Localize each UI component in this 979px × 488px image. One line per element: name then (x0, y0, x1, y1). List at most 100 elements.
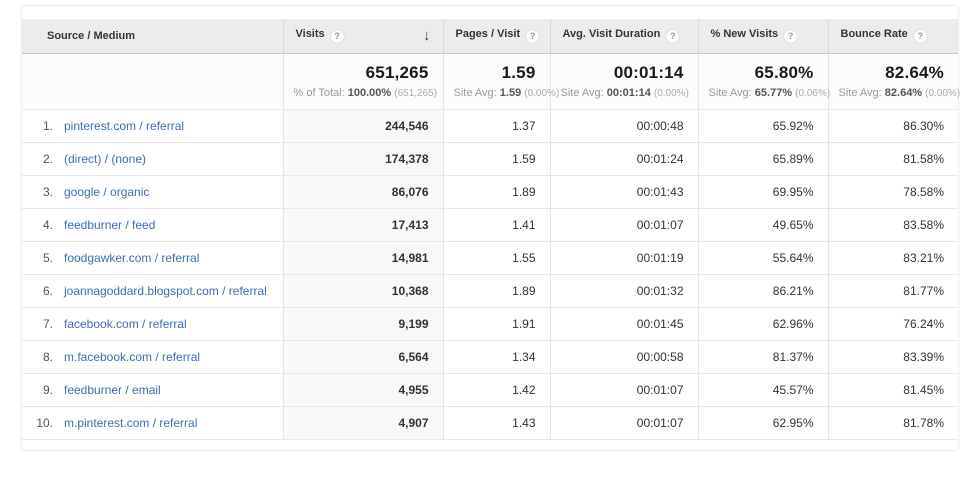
column-header-bounce-rate[interactable]: Bounce Rate? (827, 19, 958, 54)
column-label: Bounce Rate (840, 28, 908, 41)
summary-pages-cell: 1.59 Site Avg: 1.59 (0.00%) (442, 53, 560, 110)
table-header-row: Source / Medium Visits? ↓ Pages / Visit?… (22, 19, 958, 54)
source-link[interactable]: m.facebook.com / referral (64, 349, 201, 364)
pages-per-visit-cell: 1.89 (442, 273, 550, 307)
source-cell: 3. google / organic (22, 174, 283, 208)
source-cell: 10. m.pinterest.com / referral (22, 405, 283, 440)
bounce-rate-cell: 76.24% (827, 306, 958, 340)
source-link[interactable]: foodgawker.com / referral (64, 250, 200, 265)
visits-cell: 17,413 (282, 207, 443, 241)
source-link[interactable]: facebook.com / referral (64, 316, 187, 331)
pages-per-visit-cell: 1.59 (442, 141, 550, 175)
source-cell: 5. foodgawker.com / referral (22, 240, 283, 274)
percent-new-visits-cell: 62.95% (697, 405, 828, 440)
source-medium-table: Source / Medium Visits? ↓ Pages / Visit?… (22, 19, 960, 440)
summary-visits-cell: 651,265 % of Total: 100.00% (651,265) (282, 53, 443, 110)
percent-new-visits-cell: 62.96% (697, 306, 828, 340)
row-rank: 6. (42, 283, 53, 298)
column-header-avg-visit-duration[interactable]: Avg. Visit Duration? (549, 19, 698, 54)
source-link[interactable]: feedburner / email (64, 382, 161, 397)
avg-visit-duration-cell: 00:00:48 (549, 108, 698, 142)
bounce-rate-cell: 78.58% (827, 174, 958, 208)
column-label: % New Visits (710, 28, 779, 41)
bounce-rate-cell: 83.58% (827, 207, 958, 241)
table-row: 4. feedburner / feed 17,413 1.41 00:01:07… (22, 207, 958, 241)
bounce-rate-cell: 83.21% (827, 240, 958, 274)
visits-cell: 6,564 (282, 339, 443, 373)
row-rank: 4. (42, 217, 53, 232)
help-icon[interactable]: ? (330, 30, 344, 44)
source-link[interactable]: m.pinterest.com / referral (64, 415, 198, 430)
source-cell: 6. joannagoddard.blogspot.com / referral (22, 273, 283, 307)
column-label: Visits (295, 28, 325, 41)
column-label: Source / Medium (47, 29, 136, 42)
summary-pages-value: 1.59 (501, 62, 536, 82)
bounce-rate-cell: 83.39% (827, 339, 958, 373)
summary-visits-value: 651,265 (365, 62, 429, 82)
avg-visit-duration-cell: 00:01:24 (549, 141, 698, 175)
help-icon[interactable]: ? (666, 30, 680, 44)
source-cell: 7. facebook.com / referral (22, 306, 283, 340)
percent-new-visits-cell: 45.57% (697, 372, 828, 406)
source-link[interactable]: pinterest.com / referral (64, 118, 185, 133)
table-row: 2. (direct) / (none) 174,378 1.59 00:01:2… (22, 141, 958, 175)
column-header-percent-new-visits[interactable]: % New Visits? (697, 19, 828, 54)
percent-new-visits-cell: 65.92% (697, 108, 828, 142)
source-link[interactable]: (direct) / (none) (64, 151, 147, 166)
column-header-pages-per-visit[interactable]: Pages / Visit? (442, 19, 550, 54)
avg-visit-duration-cell: 00:00:58 (549, 339, 698, 373)
percent-new-visits-cell: 81.37% (697, 339, 828, 373)
column-label: Avg. Visit Duration (562, 28, 661, 41)
pages-per-visit-cell: 1.42 (442, 372, 550, 406)
bounce-rate-cell: 81.58% (827, 141, 958, 175)
column-header-source-medium: Source / Medium (22, 19, 283, 54)
summary-empty-cell (22, 53, 283, 110)
summary-duration-cell: 00:01:14 Site Avg: 00:01:14 (0.00%) (549, 53, 698, 110)
avg-visit-duration-cell: 00:01:45 (549, 306, 698, 340)
table-row: 10. m.pinterest.com / referral 4,907 1.43… (22, 405, 958, 440)
row-rank: 9. (42, 382, 53, 397)
avg-visit-duration-cell: 00:01:07 (549, 405, 698, 440)
table-row: 9. feedburner / email 4,955 1.42 00:01:07… (22, 372, 958, 406)
avg-visit-duration-cell: 00:01:07 (549, 372, 698, 406)
row-rank: 8. (42, 349, 53, 364)
avg-visit-duration-cell: 00:01:19 (549, 240, 698, 274)
source-link[interactable]: joannagoddard.blogspot.com / referral (64, 283, 267, 298)
source-link[interactable]: google / organic (64, 184, 150, 199)
percent-new-visits-cell: 49.65% (697, 207, 828, 241)
bounce-rate-cell: 81.45% (827, 372, 958, 406)
help-icon[interactable]: ? (784, 30, 798, 44)
percent-new-visits-cell: 65.89% (697, 141, 828, 175)
row-rank: 5. (42, 250, 53, 265)
visits-cell: 174,378 (282, 141, 443, 175)
source-cell: 2. (direct) / (none) (22, 141, 283, 175)
help-icon[interactable]: ? (913, 30, 927, 44)
visits-cell: 4,907 (282, 405, 443, 440)
avg-visit-duration-cell: 00:01:07 (549, 207, 698, 241)
table-row: 6. joannagoddard.blogspot.com / referral … (22, 273, 958, 307)
help-icon[interactable]: ? (526, 30, 540, 44)
source-cell: 4. feedburner / feed (22, 207, 283, 241)
summary-visits-subtext: % of Total: 100.00% (651,265) (293, 86, 438, 99)
summary-new-visits-subtext: Site Avg: 65.77% (0.06%) (708, 86, 831, 99)
row-rank: 1. (42, 118, 53, 133)
percent-new-visits-cell: 69.95% (697, 174, 828, 208)
avg-visit-duration-cell: 00:01:43 (549, 174, 698, 208)
row-rank: 3. (42, 184, 53, 199)
pages-per-visit-cell: 1.43 (442, 405, 550, 440)
pages-per-visit-cell: 1.89 (442, 174, 550, 208)
summary-pages-subtext: Site Avg: 1.59 (0.00%) (453, 86, 560, 99)
column-header-visits[interactable]: Visits? ↓ (282, 19, 443, 54)
sort-descending-icon[interactable]: ↓ (423, 26, 431, 44)
percent-new-visits-cell: 55.64% (697, 240, 828, 274)
table-row: 3. google / organic 86,076 1.89 00:01:43 … (22, 174, 958, 208)
bounce-rate-cell: 86.30% (827, 108, 958, 142)
summary-duration-value: 00:01:14 (613, 62, 684, 82)
table-row: 8. m.facebook.com / referral 6,564 1.34 0… (22, 339, 958, 373)
source-link[interactable]: feedburner / feed (64, 217, 156, 232)
summary-bounce-value: 82.64% (885, 62, 944, 82)
bounce-rate-cell: 81.77% (827, 273, 958, 307)
summary-new-visits-cell: 65.80% Site Avg: 65.77% (0.06%) (697, 53, 831, 110)
analytics-table-card: Source / Medium Visits? ↓ Pages / Visit?… (22, 6, 960, 450)
